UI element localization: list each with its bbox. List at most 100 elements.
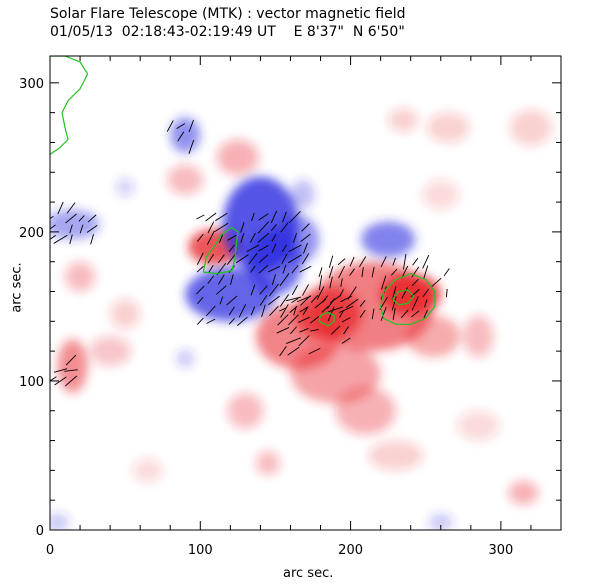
x-tick-label: 200 [338, 543, 363, 558]
vector-mark-64 [282, 264, 287, 274]
vector-mark-141 [287, 346, 300, 356]
vector-mark-181 [177, 131, 185, 142]
vector-mark-117 [390, 268, 398, 276]
vector-mark-165 [340, 295, 352, 303]
vector-mark-88 [318, 267, 323, 278]
vector-mark-1 [197, 296, 204, 305]
vector-mark-145 [289, 305, 298, 313]
positive-region-12 [508, 480, 539, 505]
contour-layer [50, 56, 436, 327]
vector-mark-172 [69, 224, 73, 234]
plot-frame [49, 55, 562, 531]
positive-region-24 [422, 179, 459, 210]
vector-mark-168 [50, 216, 54, 219]
vector-mark-134 [431, 277, 442, 288]
vector-mark-123 [411, 310, 420, 318]
x-axis-label: arc sec. [283, 566, 334, 581]
vector-mark-157 [322, 295, 329, 303]
vector-mark-41 [249, 232, 256, 243]
vector-mark-155 [310, 294, 319, 303]
vector-mark-57 [271, 243, 277, 253]
vector-mark-96 [340, 278, 343, 287]
x-tick-label: 300 [488, 543, 513, 558]
vector-mark-137 [279, 345, 287, 357]
vector-mark-58 [271, 234, 277, 242]
vector-mark-72 [291, 265, 299, 274]
vector-mark-160 [329, 294, 342, 304]
vector-mark-33 [235, 254, 249, 264]
negative-region-10 [50, 513, 70, 530]
vector-mark-44 [259, 295, 268, 306]
vector-mark-46 [258, 264, 269, 274]
vector-mark-22 [215, 212, 228, 222]
vector-mark-9 [207, 275, 215, 284]
vector-mark-12 [206, 230, 215, 245]
vector-mark-34 [240, 232, 245, 243]
contour-line-2 [379, 272, 436, 325]
vector-mark-104 [359, 300, 366, 307]
vector-mark-150 [299, 306, 309, 313]
vector-mark-162 [343, 326, 349, 335]
vector-mark-67 [280, 222, 289, 233]
vector-mark-133 [422, 254, 430, 269]
contour-line-3 [318, 311, 335, 327]
vector-mark-149 [298, 316, 310, 323]
vector-mark-130 [424, 299, 428, 308]
vector-mark-76 [289, 211, 301, 223]
vector-mark-116 [391, 286, 397, 300]
vector-mark-43 [261, 304, 266, 318]
vector-mark-47 [258, 254, 269, 263]
vector-mark-144 [288, 314, 299, 326]
vector-mark-173 [65, 213, 77, 224]
positive-region-5 [335, 386, 396, 435]
vector-mark-37 [250, 284, 256, 296]
vector-mark-36 [250, 306, 256, 316]
vector-mark-108 [371, 266, 375, 278]
vector-mark-188 [64, 375, 78, 387]
positive-region-15 [89, 336, 132, 367]
vector-mark-156 [321, 306, 329, 313]
vector-mark-68 [282, 211, 287, 223]
vector-mark-102 [349, 256, 355, 267]
x-tick-label: 0 [46, 543, 54, 558]
vector-mark-120 [401, 287, 408, 299]
vector-mark-49 [257, 232, 270, 243]
vector-mark-70 [291, 297, 299, 304]
positive-region-21 [509, 109, 552, 146]
vector-mark-38 [250, 265, 256, 273]
vector-field-layer [50, 119, 450, 387]
chart-subtitle: 01/05/13 02:18:43-02:19:49 UT E 8'37" N … [50, 24, 405, 40]
vector-mark-152 [308, 347, 321, 355]
vector-mark-148 [299, 328, 309, 333]
vector-mark-55 [271, 274, 277, 285]
vector-mark-30 [227, 234, 237, 241]
vector-mark-6 [196, 214, 205, 220]
negative-region-6 [170, 117, 201, 153]
vector-mark-53 [268, 295, 280, 306]
vector-mark-50 [257, 221, 270, 234]
contour-line-4 [392, 289, 415, 306]
magnetic-field-map [50, 108, 552, 530]
vector-mark-180 [166, 120, 174, 132]
vector-mark-52 [269, 305, 279, 317]
vector-mark-4 [196, 252, 204, 265]
vector-mark-106 [359, 256, 367, 268]
vector-mark-74 [288, 244, 302, 253]
vector-mark-45 [259, 285, 268, 295]
chart-title: Solar Flare Telescope (MTK) : vector mag… [50, 6, 406, 22]
positive-region-14 [463, 315, 494, 358]
vector-mark-63 [279, 273, 290, 286]
vector-mark-80 [299, 265, 312, 273]
vector-mark-0 [196, 317, 204, 325]
vector-mark-40 [246, 244, 260, 252]
contour-line-1 [202, 226, 239, 275]
vector-mark-161 [341, 337, 351, 344]
vector-mark-21 [214, 222, 229, 232]
vector-mark-61 [280, 304, 289, 318]
vector-mark-5 [196, 233, 204, 242]
vector-mark-99 [345, 298, 359, 309]
vector-mark-151 [297, 295, 311, 303]
vector-mark-32 [238, 304, 247, 318]
vector-mark-66 [281, 244, 287, 253]
